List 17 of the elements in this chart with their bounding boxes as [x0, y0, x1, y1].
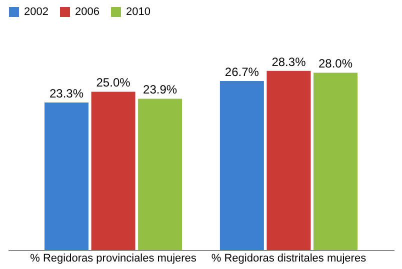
bar — [314, 72, 358, 250]
data-label: 28.0% — [318, 56, 353, 71]
data-label: 25.0% — [96, 76, 131, 90]
legend-label: 2002 — [24, 6, 48, 18]
data-label: 23.9% — [143, 82, 178, 97]
data-label: 28.3% — [272, 54, 306, 69]
data-label: 23.3% — [49, 86, 84, 100]
x-tick-label: % Regidoras provinciales mujeres — [30, 252, 197, 264]
bar — [138, 98, 182, 250]
legend-label: 2010 — [126, 6, 150, 18]
bar — [266, 70, 311, 250]
bar — [91, 92, 136, 250]
bar — [220, 80, 264, 250]
bar — [44, 102, 88, 250]
x-tick-label: % Regidoras distritales mujeres — [211, 252, 367, 264]
data-label: 26.7% — [224, 64, 260, 79]
legend-label: 2006 — [75, 6, 100, 18]
